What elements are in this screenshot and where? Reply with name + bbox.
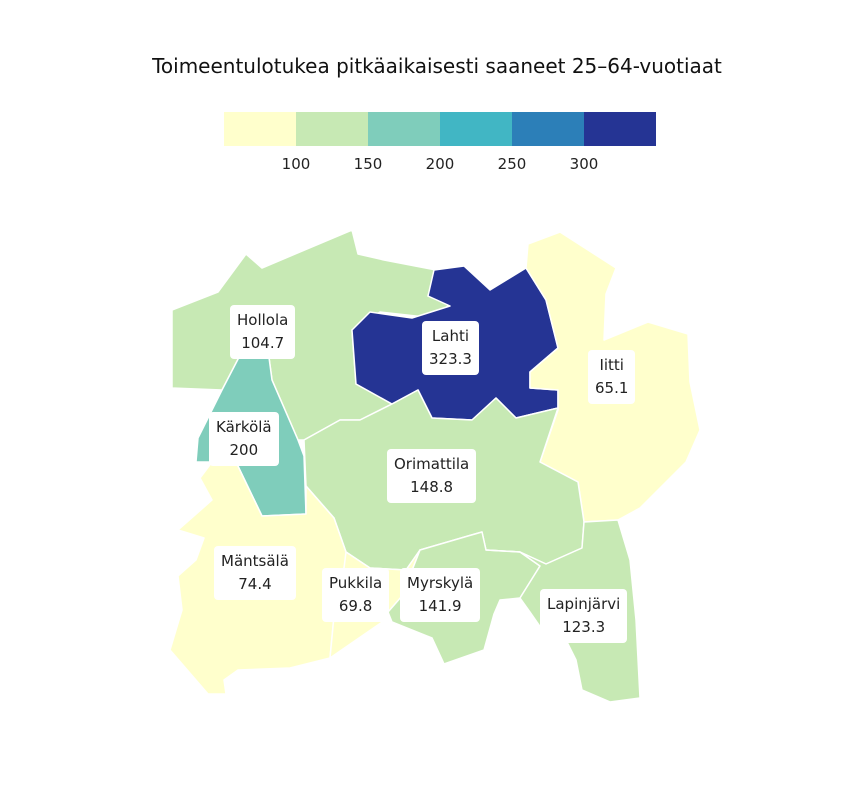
legend-swatch-0 [224, 112, 296, 146]
map-title: Toimeentulotukea pitkäaikaisesti saaneet… [152, 54, 722, 78]
label-myrskyla-name: Myrskylä [407, 574, 474, 592]
label-pukkila-name: Pukkila [329, 574, 383, 592]
color-legend [224, 112, 656, 146]
label-karkola: Kärkölä 200 [209, 412, 279, 466]
label-karkola-value: 200 [229, 441, 259, 459]
legend-tick-150: 150 [353, 155, 383, 173]
label-pukkila: Pukkila 69.8 [322, 568, 390, 622]
label-karkola-name: Kärkölä [216, 418, 272, 436]
label-orimattila-value: 148.8 [410, 478, 454, 496]
legend-swatch-3 [440, 112, 512, 146]
legend-tick-300: 300 [569, 155, 599, 173]
label-lahti-name: Lahti [431, 327, 470, 345]
label-hollola-name: Hollola [237, 311, 289, 329]
label-iitti: Iitti 65.1 [588, 350, 636, 404]
label-mantsala-name: Mäntsälä [221, 552, 289, 570]
legend-swatch-4 [512, 112, 584, 146]
label-lapinjarvi-value: 123.3 [562, 618, 606, 636]
legend-swatch-5 [584, 112, 656, 146]
label-lapinjarvi: Lapinjärvi 123.3 [540, 589, 628, 643]
label-mantsala-value: 74.4 [238, 575, 272, 593]
legend-swatch-2 [368, 112, 440, 146]
label-lahti-value: 323.3 [429, 350, 472, 368]
label-hollola-value: 104.7 [241, 334, 285, 352]
label-iitti-name: Iitti [599, 356, 624, 374]
label-orimattila: Orimattila 148.8 [387, 449, 477, 503]
label-lapinjarvi-name: Lapinjärvi [547, 595, 621, 613]
label-myrskyla-value: 141.9 [418, 597, 462, 615]
label-lahti: Lahti 323.3 [422, 321, 479, 375]
label-iitti-value: 65.1 [595, 379, 629, 397]
legend-swatch-1 [296, 112, 368, 146]
label-hollola: Hollola 104.7 [230, 305, 296, 359]
legend-tick-250: 250 [497, 155, 527, 173]
legend-tick-100: 100 [281, 155, 311, 173]
label-mantsala: Mäntsälä 74.4 [214, 546, 296, 600]
label-orimattila-name: Orimattila [394, 455, 470, 473]
label-pukkila-value: 69.8 [338, 597, 373, 615]
legend-tick-200: 200 [425, 155, 455, 173]
label-myrskyla: Myrskylä 141.9 [400, 568, 481, 622]
